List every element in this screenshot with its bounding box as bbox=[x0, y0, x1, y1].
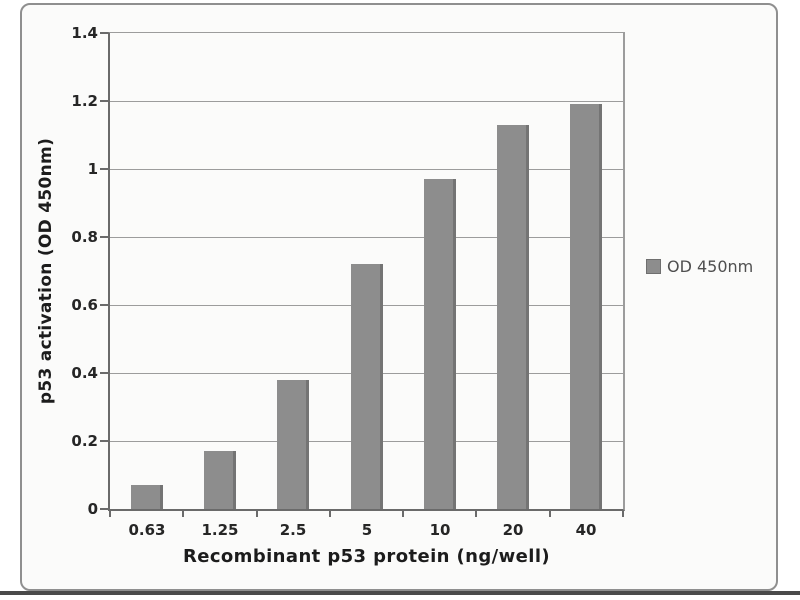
bar-5 bbox=[351, 264, 383, 509]
x-tick-label-10: 10 bbox=[429, 521, 451, 539]
x-tick-3 bbox=[329, 511, 331, 517]
y-tick-label-1.2: 1.2 bbox=[71, 92, 98, 110]
y-tick-0.2 bbox=[100, 440, 108, 442]
y-tick-0.4 bbox=[100, 372, 108, 374]
x-tick-label-20: 20 bbox=[502, 521, 524, 539]
y-tick-label-0.8: 0.8 bbox=[71, 228, 98, 246]
y-tick-label-0.4: 0.4 bbox=[71, 364, 98, 382]
x-tick-2 bbox=[256, 511, 258, 517]
gridline-0.8 bbox=[110, 237, 623, 238]
y-tick-0.8 bbox=[100, 236, 108, 238]
y-tick-label-0: 0 bbox=[87, 500, 98, 518]
y-tick-label-1.4: 1.4 bbox=[71, 24, 98, 42]
bar-40 bbox=[570, 104, 602, 509]
legend-swatch-icon bbox=[646, 259, 661, 274]
legend-label: OD 450nm bbox=[667, 257, 754, 276]
x-tick-label-1.25: 1.25 bbox=[201, 521, 239, 539]
x-tick-4 bbox=[402, 511, 404, 517]
x-tick-0 bbox=[109, 511, 111, 517]
bar-20 bbox=[497, 125, 529, 509]
x-tick-7 bbox=[622, 511, 624, 517]
gridline-1 bbox=[110, 169, 623, 170]
x-axis-title: Recombinant p53 protein (ng/well) bbox=[182, 546, 551, 567]
x-tick-label-0.63: 0.63 bbox=[128, 521, 166, 539]
y-tick-0 bbox=[100, 508, 108, 510]
bar-10 bbox=[424, 179, 456, 509]
y-tick-label-1: 1 bbox=[87, 160, 98, 178]
y-tick-0.6 bbox=[100, 304, 108, 306]
y-tick-1 bbox=[100, 168, 108, 170]
x-tick-label-2.5: 2.5 bbox=[279, 521, 307, 539]
x-tick-label-5: 5 bbox=[361, 521, 373, 539]
y-tick-label-0.2: 0.2 bbox=[71, 432, 98, 450]
x-tick-6 bbox=[549, 511, 551, 517]
gridline-1.2 bbox=[110, 101, 623, 102]
y-tick-1.4 bbox=[100, 32, 108, 34]
x-tick-1 bbox=[182, 511, 184, 517]
bar-2.5 bbox=[277, 380, 309, 509]
bar-0.63 bbox=[131, 485, 163, 509]
plot-area bbox=[108, 32, 625, 511]
bottom-divider bbox=[0, 591, 800, 595]
x-tick-label-40: 40 bbox=[575, 521, 597, 539]
x-tick-5 bbox=[475, 511, 477, 517]
legend: OD 450nm bbox=[646, 257, 753, 276]
bar-1.25 bbox=[204, 451, 236, 509]
y-tick-1.2 bbox=[100, 100, 108, 102]
y-tick-label-0.6: 0.6 bbox=[71, 296, 98, 314]
